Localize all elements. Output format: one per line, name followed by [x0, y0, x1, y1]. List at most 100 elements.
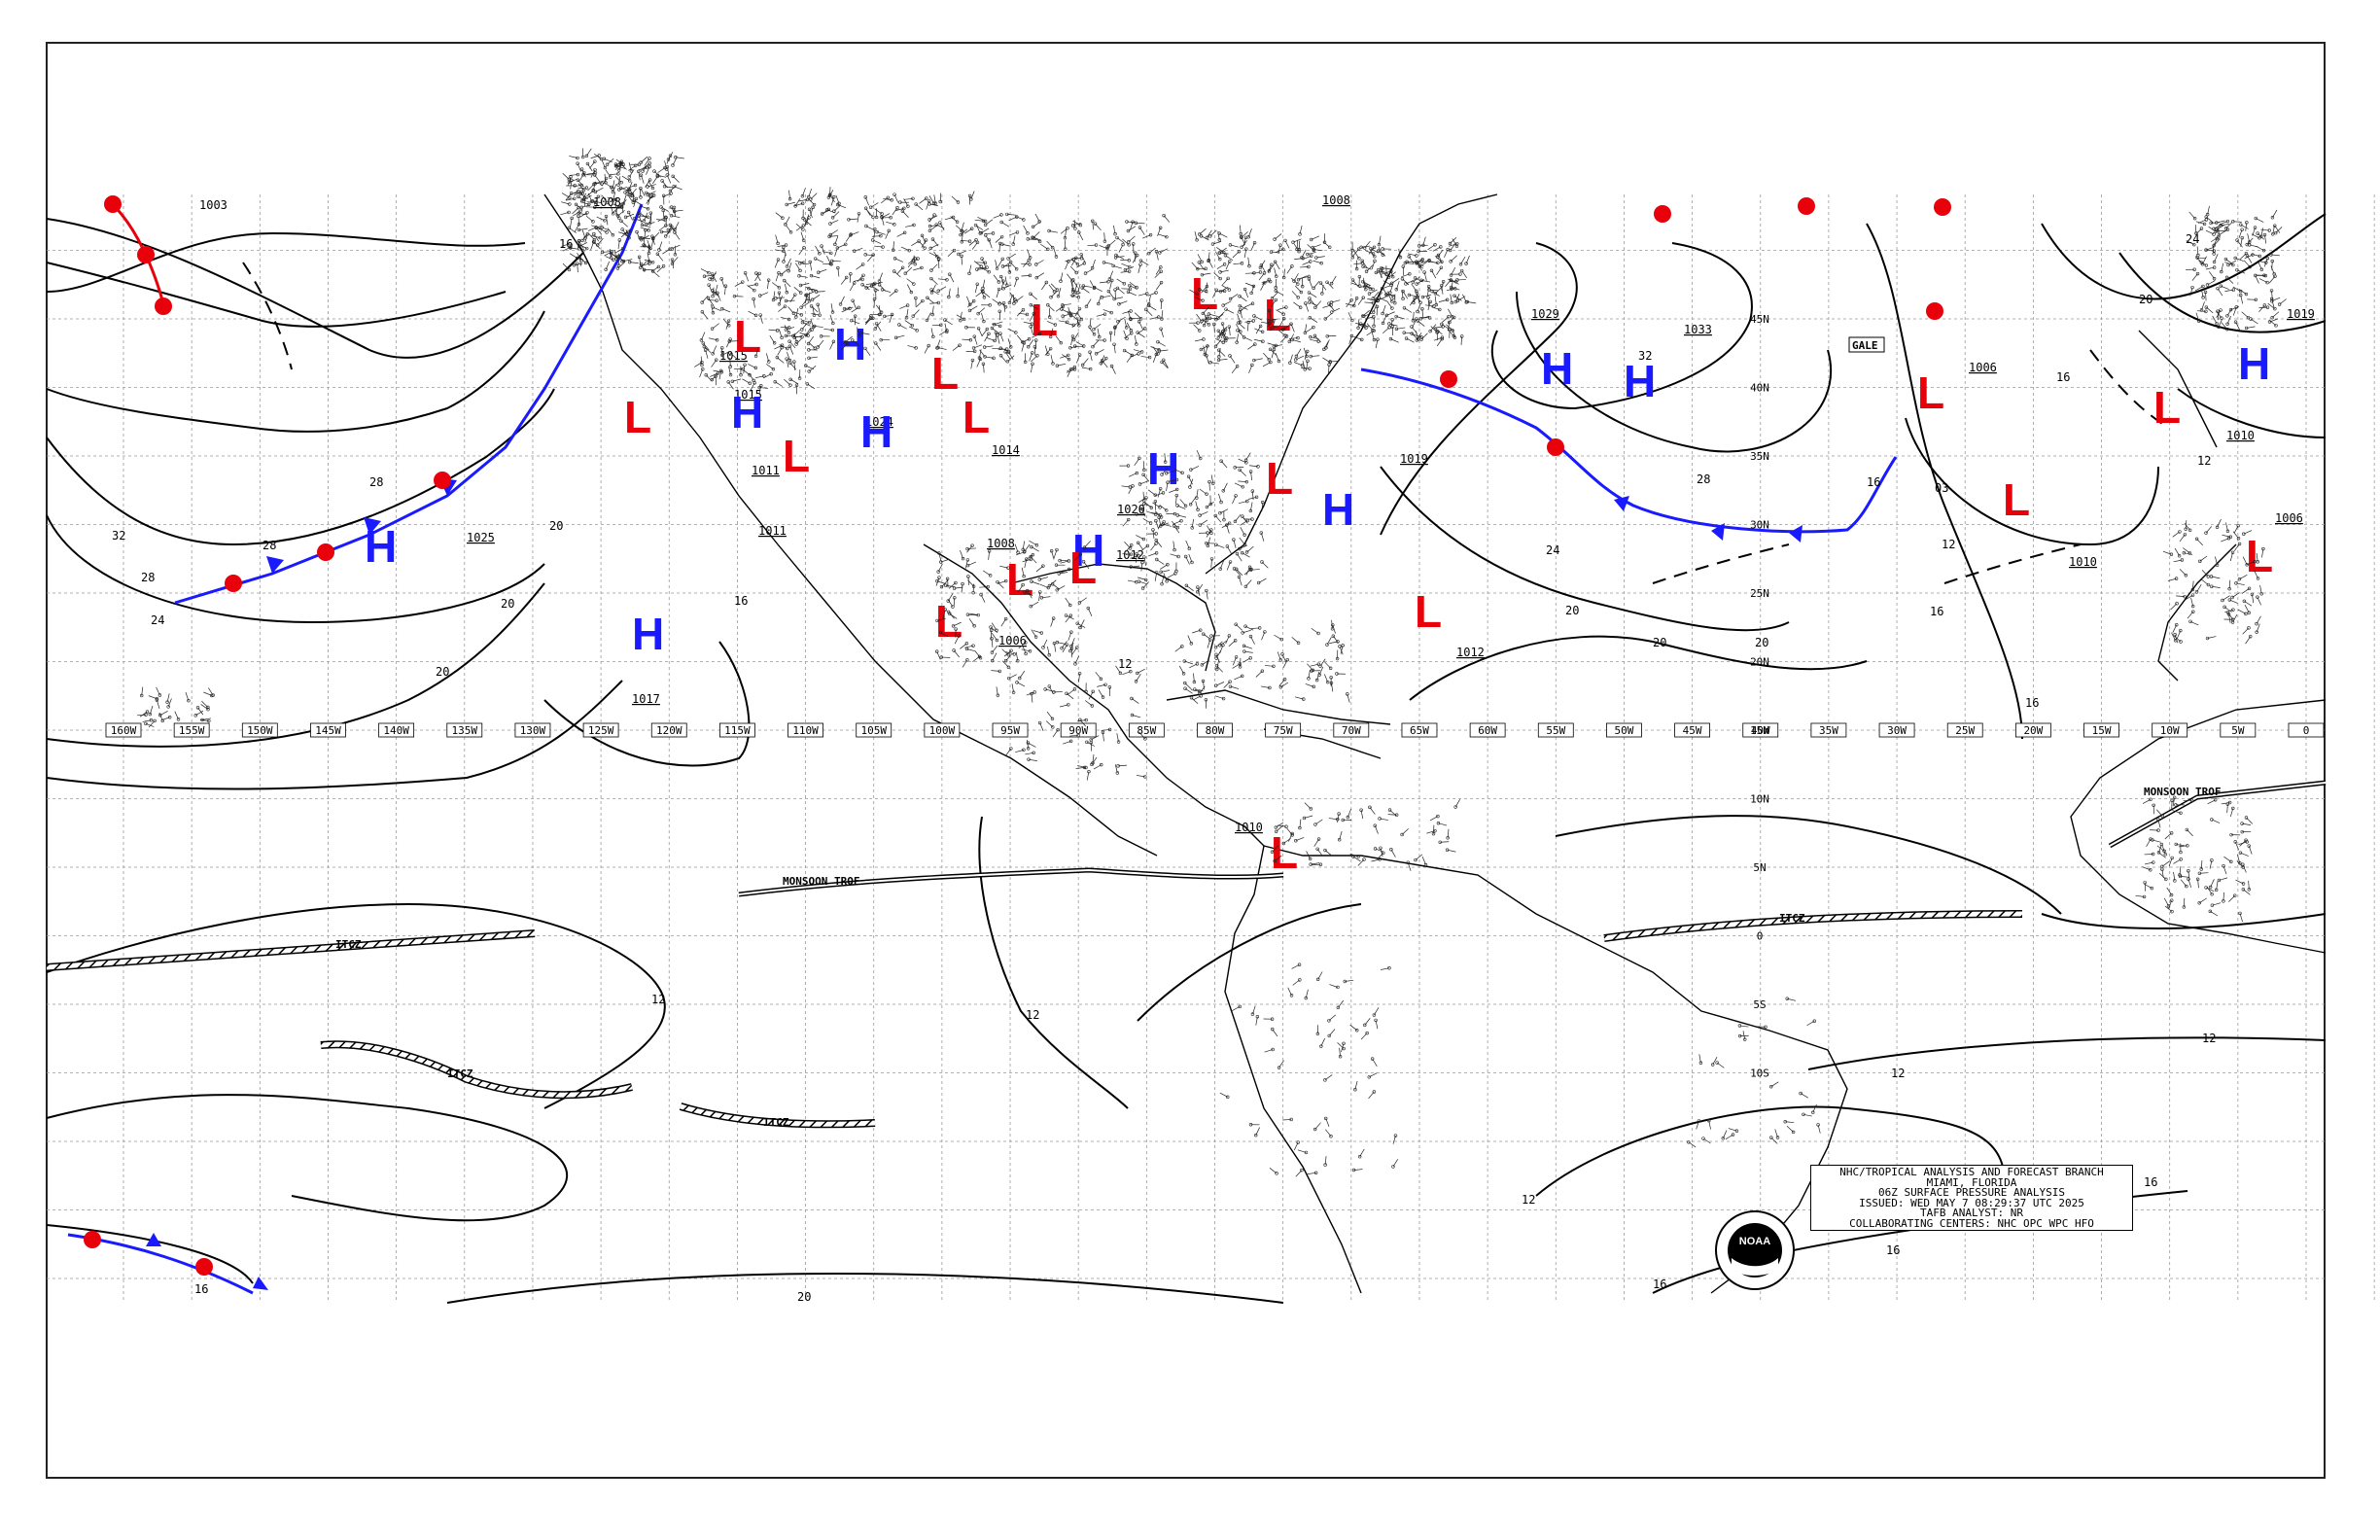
station-plot	[1199, 234, 1209, 241]
station-plot	[1039, 596, 1051, 600]
station-plot	[702, 274, 714, 278]
station-plot	[1307, 669, 1311, 681]
station-plot	[1029, 325, 1033, 335]
station-plot	[1005, 747, 1013, 756]
station-plot	[1322, 241, 1332, 249]
high-center: H	[860, 406, 892, 457]
station-plot	[627, 188, 635, 197]
station-plot	[576, 161, 581, 172]
station-plot	[960, 254, 963, 265]
station-plot	[1047, 308, 1052, 319]
station-plot	[797, 274, 808, 278]
station-plot	[2185, 827, 2193, 837]
station-plot	[2260, 228, 2271, 232]
station-plot	[1158, 233, 1169, 239]
station-plot	[1368, 245, 1377, 255]
station-plot	[1069, 295, 1081, 299]
longitude-label-box	[1333, 722, 1370, 738]
station-plot	[1298, 819, 1302, 830]
station-plot	[1026, 237, 1037, 241]
station-plot	[1209, 634, 1220, 638]
station-plot	[2201, 570, 2210, 578]
station-plot	[951, 195, 961, 204]
station-plot	[1006, 253, 1016, 261]
station-plot	[788, 361, 796, 370]
station-plot	[2229, 550, 2235, 562]
station-plot	[664, 160, 669, 171]
station-plot	[1335, 672, 1346, 676]
station-plot	[2238, 851, 2249, 857]
station-plot	[816, 339, 824, 349]
station-plot	[939, 655, 951, 659]
station-plot	[953, 596, 957, 607]
station-plot	[2164, 905, 2174, 914]
station-plot	[2215, 220, 2225, 225]
station-plot	[1061, 567, 1071, 574]
station-plot	[990, 645, 998, 654]
station-plot	[933, 251, 941, 261]
station-plot	[1236, 324, 1242, 333]
station-plot	[1138, 480, 1149, 486]
station-plot	[1320, 284, 1324, 296]
station-plot	[593, 153, 604, 161]
station-plot	[1007, 294, 1013, 305]
station-plot	[977, 349, 982, 360]
station-plot	[1064, 240, 1068, 251]
station-plot	[1249, 284, 1255, 296]
station-plot	[1052, 641, 1057, 652]
station-plot	[1387, 293, 1394, 303]
station-plot	[1092, 323, 1102, 332]
station-plot	[794, 383, 799, 395]
station-plot	[1448, 308, 1454, 319]
station-plot	[937, 278, 949, 282]
station-plot	[1218, 560, 1224, 571]
station-plot	[1286, 827, 1294, 837]
station-plot	[1417, 249, 1428, 254]
station-plot	[1108, 331, 1113, 342]
station-plot	[1263, 1017, 1275, 1021]
station-plot	[981, 327, 990, 336]
svg-text:1008: 1008	[1322, 193, 1350, 207]
station-plot	[1018, 641, 1028, 649]
station-plot	[774, 297, 785, 300]
station-plot	[1079, 253, 1086, 263]
station-plot	[1015, 216, 1026, 222]
station-plot	[1194, 297, 1205, 302]
station-plot	[964, 647, 976, 652]
station-plot	[639, 186, 646, 196]
station-plot	[934, 649, 941, 660]
station-plot	[836, 265, 840, 277]
station-plot	[1148, 551, 1159, 557]
low-center: L	[2003, 474, 2030, 525]
station-plot	[1232, 655, 1239, 666]
station-plot	[1299, 264, 1311, 269]
svg-text:1033: 1033	[1684, 323, 1712, 336]
station-plot	[1440, 322, 1450, 330]
station-plot	[1202, 318, 1211, 327]
station-plot	[1134, 456, 1141, 467]
station-plot	[1225, 523, 1230, 534]
station-plot	[956, 314, 966, 322]
station-plot	[2210, 818, 2221, 823]
station-plot	[1198, 228, 1207, 236]
station-plot	[1119, 464, 1131, 468]
station-plot	[864, 224, 875, 230]
station-plot	[965, 349, 977, 354]
station-plot	[1300, 277, 1305, 289]
station-plot	[1370, 1057, 1378, 1068]
station-plot	[1462, 294, 1468, 304]
station-plot	[1369, 298, 1380, 303]
station-plot	[948, 580, 958, 589]
station-plot	[1198, 288, 1208, 294]
station-plot	[2259, 584, 2263, 596]
station-plot	[1029, 541, 1039, 547]
station-plot	[1434, 296, 1439, 307]
svg-text:1019: 1019	[1400, 452, 1428, 466]
station-plot	[621, 259, 633, 263]
high-center: H	[632, 609, 664, 659]
station-plot	[1244, 271, 1256, 275]
station-plot	[1404, 336, 1415, 343]
station-plot	[2264, 257, 2270, 267]
station-plot	[1294, 256, 1305, 261]
station-plot	[700, 268, 711, 275]
